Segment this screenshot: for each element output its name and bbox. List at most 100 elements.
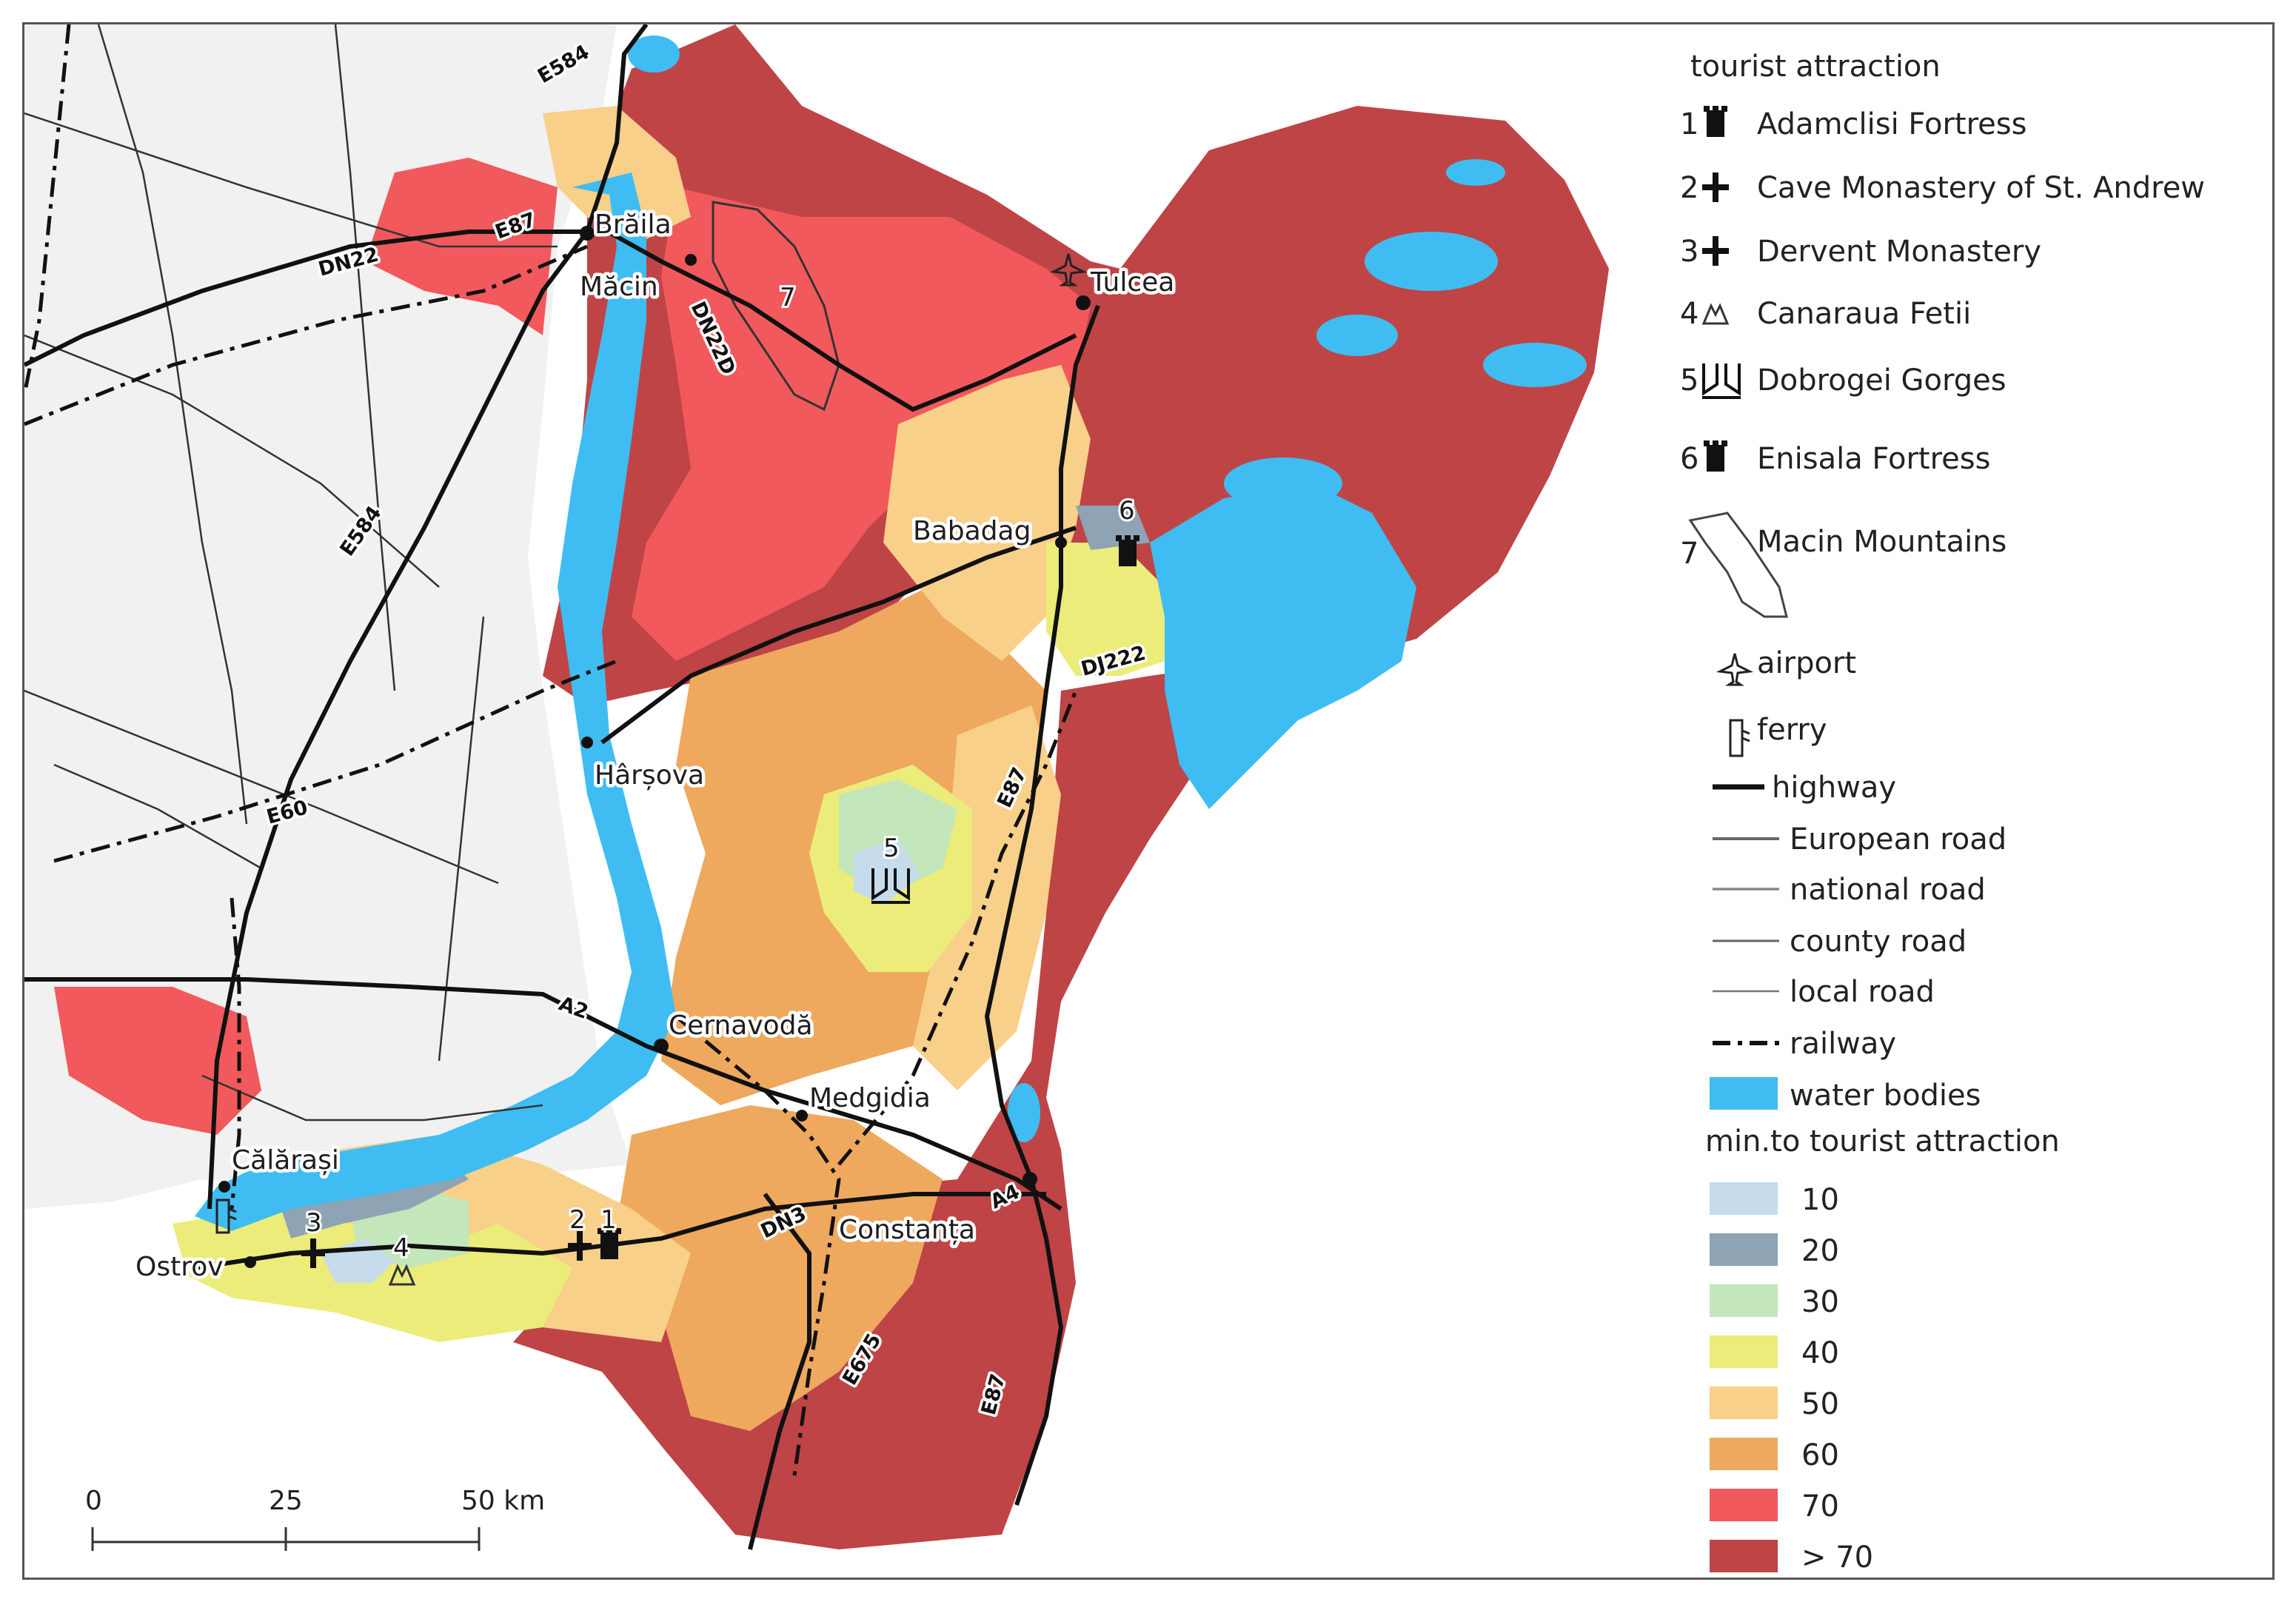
legend: tourist attraction 1 Adamclisi Fortress … bbox=[1646, 24, 2272, 1578]
canyon-icon bbox=[388, 1264, 416, 1286]
city-label-harsova: Hârșova bbox=[595, 760, 704, 791]
scale-tick-0: 0 bbox=[85, 1486, 102, 1516]
legend-class-label: 30 bbox=[1801, 1285, 1839, 1319]
water-delta-lake-4 bbox=[1224, 457, 1342, 509]
legend-attraction-num-6: 6 bbox=[1680, 442, 1698, 476]
local-roads bbox=[24, 24, 558, 1122]
legend-attraction-num-2: 2 bbox=[1680, 171, 1698, 205]
ferry-icon bbox=[1729, 719, 1750, 757]
legend-water-swatch bbox=[1710, 1077, 1778, 1110]
city-label-cernavoda: Cernavodă bbox=[669, 1010, 813, 1041]
map-canvas: Brăila Măcin Tulcea Babadag Hârșova Cern… bbox=[24, 24, 2272, 1578]
water-delta-lake-1 bbox=[1365, 232, 1498, 291]
scale-tick-25: 25 bbox=[269, 1486, 303, 1516]
city-label-babadag: Babadag bbox=[913, 516, 1031, 546]
attraction-number-2: 2 bbox=[569, 1205, 586, 1235]
water-north-lake bbox=[628, 36, 680, 73]
legend-class-swatch bbox=[1710, 1489, 1778, 1521]
legend-class-swatch bbox=[1710, 1540, 1778, 1572]
zone-60-south bbox=[617, 1105, 943, 1431]
city-label-medgidia: Medgidia bbox=[809, 1083, 931, 1113]
gorge-icon bbox=[1702, 363, 1741, 399]
attraction-number-7: 7 bbox=[780, 283, 796, 312]
fortress-icon bbox=[598, 1228, 621, 1259]
zone-20-enisala bbox=[1076, 506, 1150, 550]
scale-bar: 0 25 50 km bbox=[85, 1486, 545, 1551]
zone-70-calarasi bbox=[54, 987, 261, 1135]
legend-attraction-label-7: Macin Mountains bbox=[1757, 525, 2007, 559]
fortress-icon bbox=[1704, 106, 1727, 137]
water-delta-lake-5 bbox=[1446, 159, 1505, 186]
legend-time-classes: 10 20 30 40 50 60 70 > 70 bbox=[1710, 1182, 1873, 1575]
city-label-tulcea: Tulcea bbox=[1090, 267, 1174, 298]
legend-class-label: 70 bbox=[1801, 1489, 1839, 1523]
legend-class-swatch bbox=[1710, 1438, 1778, 1470]
mountains-outline-icon bbox=[1688, 512, 1788, 618]
gorge-icon bbox=[871, 868, 910, 904]
attraction-number-6: 6 bbox=[1119, 496, 1135, 526]
city-label-ostrov: Ostrov bbox=[135, 1252, 224, 1282]
legend-attraction-num-4: 4 bbox=[1680, 297, 1698, 331]
plain-land bbox=[24, 24, 632, 1209]
legend-time-title: min.to tourist attraction bbox=[1705, 1124, 2060, 1159]
legend-attraction-label-6: Enisala Fortress bbox=[1757, 442, 1990, 476]
cross-icon bbox=[301, 1238, 325, 1268]
attraction-markers: 1 2 3 4 5 6 7 bbox=[215, 253, 1139, 1286]
legend-attraction-label-4: Canaraua Fetii bbox=[1757, 297, 1971, 331]
water-delta-lakes bbox=[1150, 483, 1416, 809]
legend-airport-label: airport bbox=[1757, 646, 1856, 680]
legend-attraction-label-5: Dobrogei Gorges bbox=[1757, 363, 2007, 398]
cross-icon bbox=[1702, 172, 1729, 202]
legend-class-label: 50 bbox=[1801, 1387, 1839, 1421]
legend-attraction-label-1: Adamclisi Fortress bbox=[1757, 107, 2026, 141]
water-danube-arm bbox=[195, 172, 676, 1231]
ferry-icon bbox=[215, 1199, 237, 1234]
city-label-macin: Măcin bbox=[580, 272, 658, 302]
legend-class-swatch bbox=[1710, 1182, 1778, 1215]
legend-attraction-label-3: Dervent Monastery bbox=[1757, 235, 2041, 269]
legend-national-road-label: national road bbox=[1790, 873, 1986, 907]
cross-icon bbox=[1702, 236, 1729, 266]
water-delta-lake-3 bbox=[1316, 315, 1398, 356]
legend-attraction-label-2: Cave Monastery of St. Andrew bbox=[1757, 171, 2205, 205]
legend-class-label: 40 bbox=[1801, 1336, 1839, 1370]
attraction-number-3: 3 bbox=[306, 1208, 322, 1238]
legend-class-swatch bbox=[1710, 1387, 1778, 1419]
attraction-number-4: 4 bbox=[393, 1233, 409, 1263]
legend-class-label: 10 bbox=[1801, 1183, 1839, 1217]
legend-class-swatch bbox=[1710, 1233, 1778, 1266]
zone-40-enisala bbox=[1046, 543, 1165, 676]
city-label-calarasi: Călărași bbox=[232, 1145, 339, 1176]
legend-county-road-label: county road bbox=[1790, 925, 1967, 959]
legend-attractions-title: tourist attraction bbox=[1690, 50, 1941, 84]
fortress-icon bbox=[1116, 535, 1139, 566]
legend-class-label: 60 bbox=[1801, 1438, 1839, 1472]
zone-50 bbox=[883, 365, 1091, 661]
legend-attraction-num-1: 1 bbox=[1680, 107, 1698, 141]
legend-class-swatch bbox=[1710, 1335, 1778, 1368]
railways bbox=[24, 24, 1078, 1476]
city-label-constanta: Constanța bbox=[839, 1215, 975, 1245]
attraction-number-1: 1 bbox=[600, 1205, 617, 1235]
city-label-braila: Brăila bbox=[595, 209, 672, 240]
legend-class-label: > 70 bbox=[1801, 1541, 1873, 1575]
airplane-icon bbox=[1049, 253, 1088, 286]
legend-attraction-num-3: 3 bbox=[1680, 235, 1698, 269]
legend-attraction-num-7: 7 bbox=[1680, 537, 1698, 571]
fortress-icon bbox=[1704, 440, 1727, 472]
water-medgidia-lake bbox=[1008, 1083, 1040, 1142]
legend-class-label: 20 bbox=[1801, 1234, 1839, 1268]
legend-railway-label: railway bbox=[1790, 1027, 1896, 1061]
city-markers bbox=[218, 226, 1091, 1268]
canyon-icon bbox=[1701, 303, 1730, 325]
water-delta-lake-2 bbox=[1483, 343, 1587, 387]
cross-icon bbox=[568, 1231, 592, 1261]
legend-water-label: water bodies bbox=[1790, 1079, 1981, 1113]
scale-tick-50: 50 km bbox=[461, 1486, 545, 1516]
legend-european-road-label: European road bbox=[1790, 822, 2007, 857]
legend-local-road-label: local road bbox=[1790, 975, 1935, 1009]
attraction-number-5: 5 bbox=[883, 834, 900, 863]
map-frame: Brăila Măcin Tulcea Babadag Hârșova Cern… bbox=[22, 22, 2275, 1580]
legend-highway-label: highway bbox=[1772, 771, 1896, 805]
legend-ferry-label: ferry bbox=[1757, 713, 1827, 747]
